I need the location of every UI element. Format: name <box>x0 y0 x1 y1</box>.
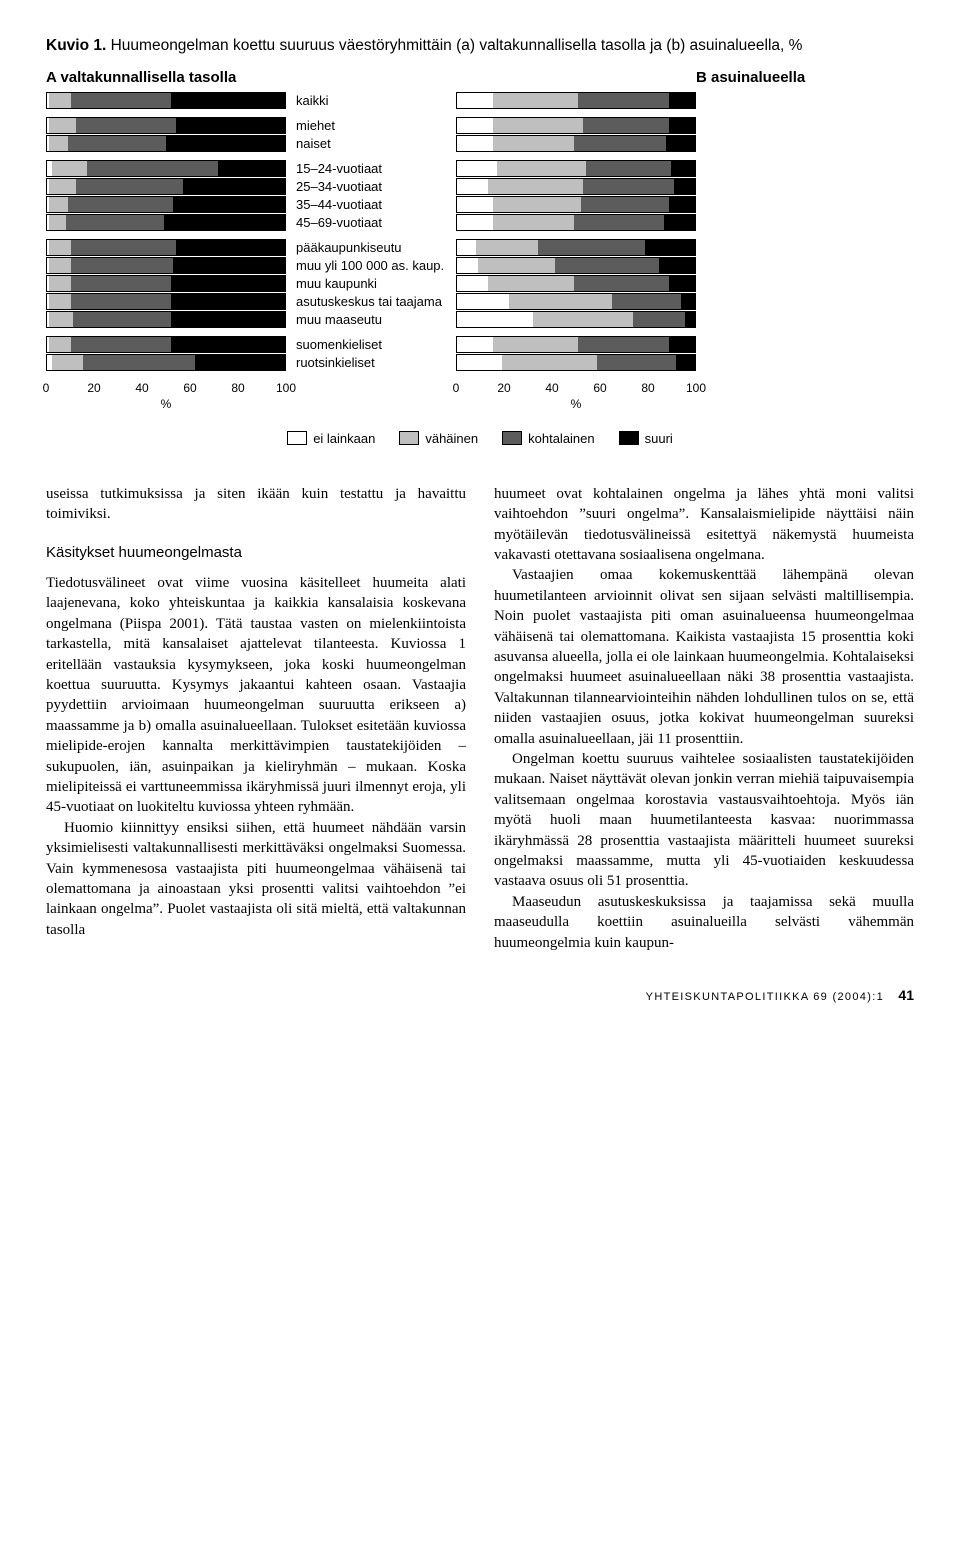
chart-row: muu maaseutu <box>46 311 914 328</box>
body-p: Maaseudun asutuskeskuksissa ja taajamiss… <box>494 892 914 953</box>
bar-right <box>456 336 696 353</box>
bar-left <box>46 354 286 371</box>
body-intro: useissa tutkimuksissa ja siten ikään kui… <box>46 484 466 525</box>
bar-left <box>46 196 286 213</box>
bar-right <box>456 135 696 152</box>
row-label: asutuskeskus tai taajama <box>296 294 446 309</box>
chart-row: ruotsinkieliset <box>46 354 914 371</box>
legend-label: ei lainkaan <box>313 431 375 446</box>
bar-right <box>456 196 696 213</box>
legend-label: vähäinen <box>425 431 478 446</box>
row-label: naiset <box>296 136 446 151</box>
chart: kaikki miehet naiset 15–24-vuotiaat 25–34-vu… <box>46 92 914 399</box>
bar-left <box>46 117 286 134</box>
chart-row: 35–44-vuotiaat <box>46 196 914 213</box>
bar-right <box>456 214 696 231</box>
figure-caption: Huumeongelman koettu suuruus väestöryhmi… <box>106 37 802 54</box>
bar-right <box>456 293 696 310</box>
chart-row: asutuskeskus tai taajama <box>46 293 914 310</box>
chart-row: pääkaupunkiseutu <box>46 239 914 256</box>
bar-right <box>456 311 696 328</box>
row-label: 25–34-vuotiaat <box>296 179 446 194</box>
legend-swatch <box>287 431 307 445</box>
bar-right <box>456 275 696 292</box>
bar-left <box>46 214 286 231</box>
figure-number: Kuvio 1. <box>46 37 106 54</box>
chart-row: 25–34-vuotiaat <box>46 178 914 195</box>
subheading: Käsitykset huumeongelmasta <box>46 543 466 563</box>
bar-right <box>456 160 696 177</box>
body-p: huumeet ovat kohtalainen ongelma ja lähe… <box>494 484 914 566</box>
row-label: pääkaupunkiseutu <box>296 240 446 255</box>
legend: ei lainkaan vähäinen kohtalainen suuri <box>46 431 914 446</box>
body-p: Huomio kiinnittyy ensiksi siihen, että h… <box>46 818 466 940</box>
legend-label: kohtalainen <box>528 431 595 446</box>
body-p: Vastaajien omaa kokemuskenttää lähempänä… <box>494 565 914 749</box>
row-label: 45–69-vuotiaat <box>296 215 446 230</box>
chart-row: naiset <box>46 135 914 152</box>
bar-right <box>456 117 696 134</box>
bar-left <box>46 160 286 177</box>
page-footer: YHTEISKUNTAPOLITIIKKA 69 (2004):1 41 <box>46 987 914 1003</box>
footer-line: YHTEISKUNTAPOLITIIKKA 69 (2004):1 <box>646 991 884 1003</box>
chart-row: kaikki <box>46 92 914 109</box>
left-column: useissa tutkimuksissa ja siten ikään kui… <box>46 484 466 953</box>
panel-b-title: B asuinalueella <box>696 69 805 86</box>
legend-label: suuri <box>645 431 673 446</box>
bar-right <box>456 354 696 371</box>
bar-right <box>456 92 696 109</box>
row-label: miehet <box>296 118 446 133</box>
bar-left <box>46 92 286 109</box>
row-label: muu maaseutu <box>296 312 446 327</box>
legend-swatch <box>399 431 419 445</box>
row-label: muu yli 100 000 as. kaup. <box>296 258 446 273</box>
legend-swatch <box>502 431 522 445</box>
bar-right <box>456 257 696 274</box>
bar-left <box>46 178 286 195</box>
bar-left <box>46 239 286 256</box>
legend-item: kohtalainen <box>502 431 595 446</box>
row-label: ruotsinkieliset <box>296 355 446 370</box>
body-text: useissa tutkimuksissa ja siten ikään kui… <box>46 484 914 953</box>
right-column: huumeet ovat kohtalainen ongelma ja lähe… <box>494 484 914 953</box>
bar-left <box>46 275 286 292</box>
chart-row: muu kaupunki <box>46 275 914 292</box>
bar-left <box>46 257 286 274</box>
axis-left: 020406080100% <box>46 381 286 399</box>
bar-left <box>46 336 286 353</box>
page-number: 41 <box>898 987 914 1003</box>
legend-swatch <box>619 431 639 445</box>
bar-right <box>456 178 696 195</box>
axis-right: 020406080100% <box>456 381 696 399</box>
row-label: 35–44-vuotiaat <box>296 197 446 212</box>
bar-left <box>46 135 286 152</box>
legend-item: vähäinen <box>399 431 478 446</box>
chart-row: 45–69-vuotiaat <box>46 214 914 231</box>
body-p: Tiedotusvälineet ovat viime vuosina käsi… <box>46 573 466 818</box>
row-label: suomenkieliset <box>296 337 446 352</box>
legend-item: ei lainkaan <box>287 431 375 446</box>
panel-headers: A valtakunnallisella tasolla B asuinalue… <box>46 69 914 86</box>
figure-title: Kuvio 1. Huumeongelman koettu suuruus vä… <box>46 36 914 57</box>
row-label: kaikki <box>296 93 446 108</box>
panel-a-title: A valtakunnallisella tasolla <box>46 69 366 86</box>
legend-item: suuri <box>619 431 673 446</box>
row-label: 15–24-vuotiaat <box>296 161 446 176</box>
bar-left <box>46 293 286 310</box>
chart-row: 15–24-vuotiaat <box>46 160 914 177</box>
body-p: Ongelman koettu suuruus vaihtelee sosiaa… <box>494 749 914 892</box>
bar-right <box>456 239 696 256</box>
row-label: muu kaupunki <box>296 276 446 291</box>
chart-row: suomenkieliset <box>46 336 914 353</box>
bar-left <box>46 311 286 328</box>
chart-row: muu yli 100 000 as. kaup. <box>46 257 914 274</box>
chart-row: miehet <box>46 117 914 134</box>
